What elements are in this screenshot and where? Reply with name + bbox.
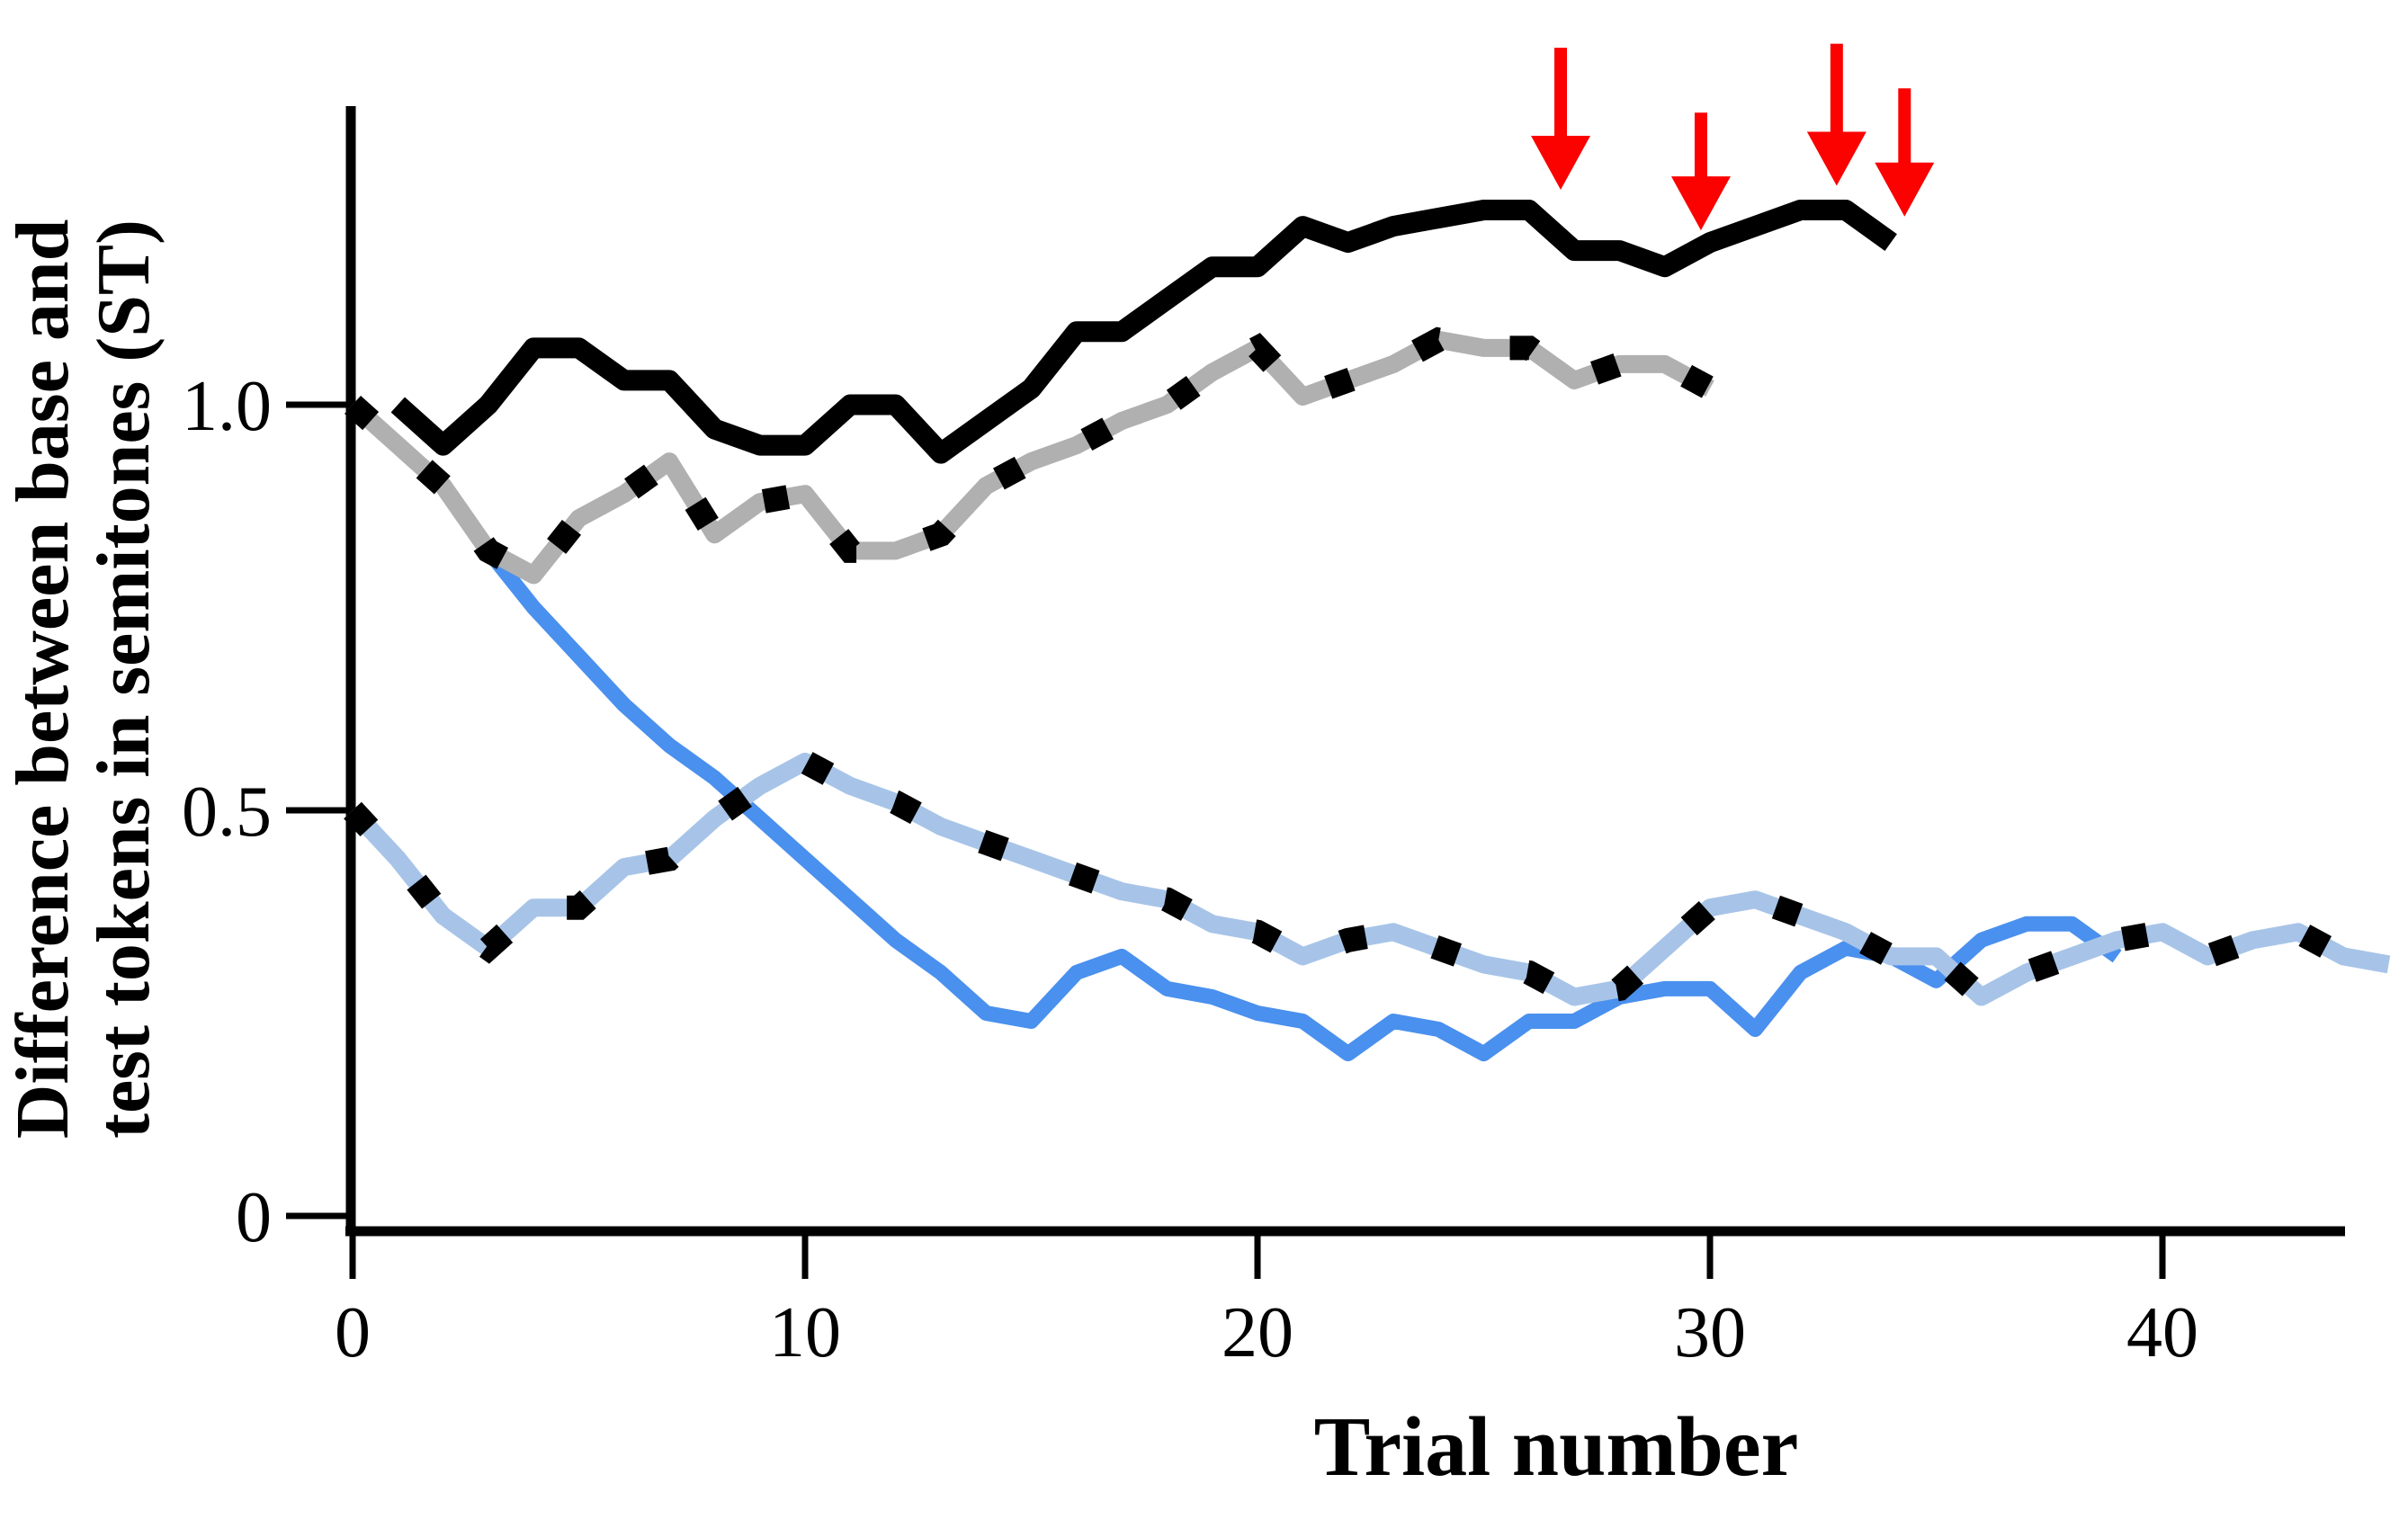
red-arrow-icon: [1806, 43, 1866, 186]
series-gray-dashed: [346, 330, 1714, 585]
axis-labels: Difference between base and test tokens …: [1, 219, 1798, 1494]
series-lightblue-dashed-markers: [344, 747, 2391, 1012]
series-blue-solid: [482, 546, 2122, 1062]
x-tick-label: 20: [1222, 1293, 1294, 1372]
red-arrow-icon: [1875, 88, 1935, 217]
x-tick-label: 30: [1674, 1293, 1746, 1372]
x-axis-title: Trial number: [1314, 1400, 1799, 1494]
x-tick-label: 0: [335, 1293, 371, 1372]
y-tick-label: 1.0: [182, 367, 272, 446]
red-arrow-icon: [1531, 48, 1591, 190]
y-axis-title-line2: test tokens in semitones (ST): [82, 219, 166, 1139]
red-arrow-icon: [1670, 112, 1731, 231]
x-tick-label: 40: [2126, 1293, 2198, 1372]
series-black-solid: [390, 200, 1897, 464]
data-series: [344, 200, 2391, 1062]
y-tick-label: 0.5: [182, 773, 272, 852]
y-tick-label: 0: [236, 1178, 272, 1257]
axes: 1.0 0.5 00 10 20 30 40: [182, 106, 2345, 1372]
series-lightblue-dashed: [345, 752, 2391, 1006]
x-tick-label: 10: [769, 1293, 841, 1372]
red-arrows: [1531, 43, 1935, 231]
y-axis-title-line1: Difference between base and: [1, 219, 85, 1139]
